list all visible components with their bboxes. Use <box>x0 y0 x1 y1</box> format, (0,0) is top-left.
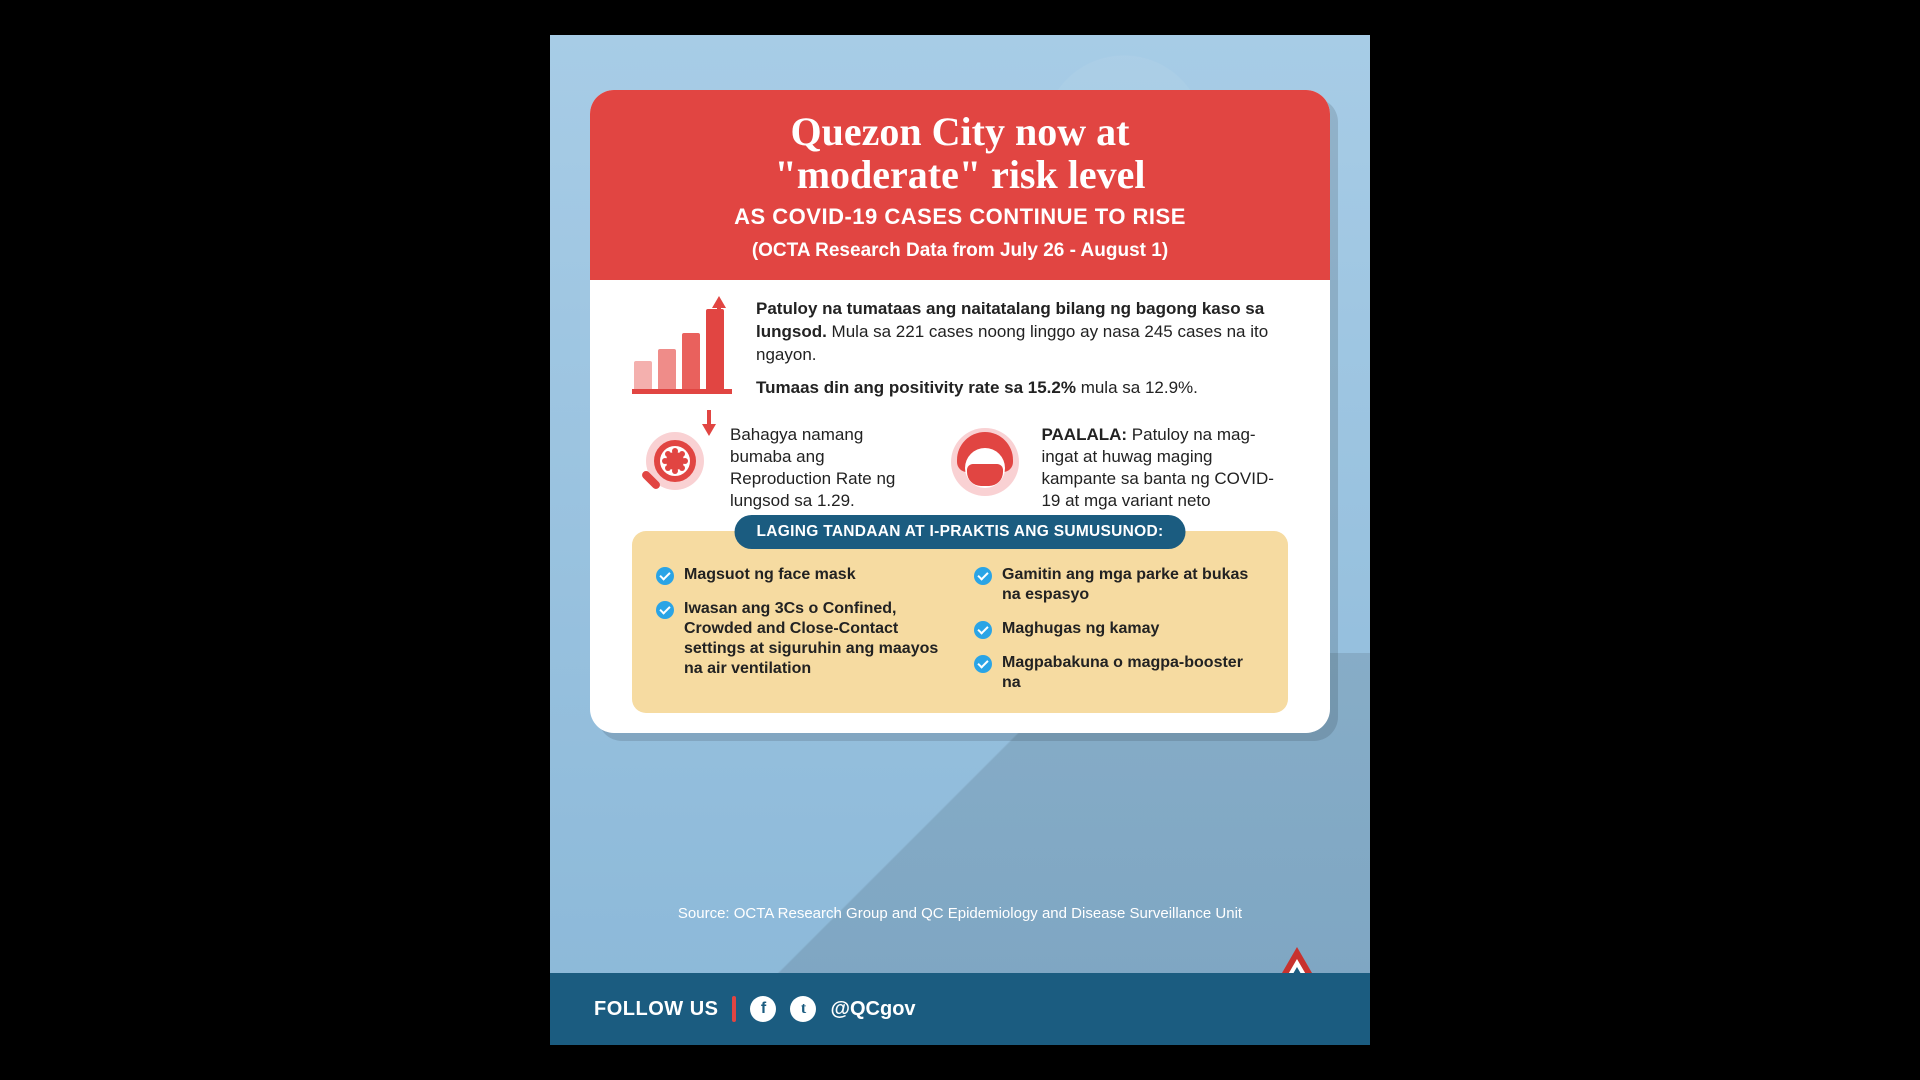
reminder-item: Gamitin ang mga parke at bukas na espasy… <box>974 565 1264 605</box>
reminder-item: Magsuot ng face mask <box>656 565 946 585</box>
header-banner: Quezon City now at "moderate" risk level… <box>590 90 1330 280</box>
masked-face-icon <box>943 424 1027 508</box>
check-icon <box>656 567 674 585</box>
cases-rest: Mula sa 221 cases noong linggo ay nasa 2… <box>756 322 1268 364</box>
rising-bar-chart-icon <box>632 304 732 394</box>
facebook-icon[interactable]: f <box>750 996 776 1022</box>
check-icon <box>974 655 992 673</box>
positivity-bold: Tumaas din ang positivity rate sa 15.2% <box>756 378 1076 397</box>
reminders-grid: Magsuot ng face mask Iwasan ang 3Cs o Co… <box>656 565 1264 693</box>
dateline: (OCTA Research Data from July 26 - Augus… <box>626 240 1294 262</box>
reproduction-cell: Bahagya namang bumaba ang Reproduction R… <box>632 424 921 512</box>
card-body: Patuloy na tumataas ang naitatalang bila… <box>590 280 1330 732</box>
positivity-rest: mula sa 12.9%. <box>1076 378 1198 397</box>
paalala-label: PAALALA: <box>1041 425 1127 444</box>
headline: Quezon City now at "moderate" risk level <box>626 110 1294 196</box>
reminders-col-left: Magsuot ng face mask Iwasan ang 3Cs o Co… <box>656 565 946 693</box>
reproduction-text: Bahagya namang bumaba ang Reproduction R… <box>730 424 921 512</box>
reminder-item: Magpabakuna o magpa-booster na <box>974 653 1264 693</box>
check-icon <box>656 601 674 619</box>
headline-line2: "moderate" risk level <box>775 152 1146 197</box>
cases-text: Patuloy na tumataas ang naitatalang bila… <box>756 298 1288 410</box>
reminders-col-right: Gamitin ang mga parke at bukas na espasy… <box>974 565 1264 693</box>
reminder-cell: PAALALA: Patuloy na mag-ingat at huwag m… <box>943 424 1288 512</box>
check-icon <box>974 567 992 585</box>
subheadline: AS COVID-19 CASES CONTINUE TO RISE <box>626 204 1294 230</box>
reminder-text: Gamitin ang mga parke at bukas na espasy… <box>1002 565 1264 605</box>
check-icon <box>974 621 992 639</box>
reminder-text: Iwasan ang 3Cs o Confined, Crowded and C… <box>684 599 946 679</box>
accent-divider <box>732 996 736 1022</box>
footer-bar: FOLLOW US f t @QCgov <box>550 973 1370 1045</box>
reminders-box: LAGING TANDAAN AT I-PRAKTIS ANG SUMUSUNO… <box>632 531 1288 713</box>
twitter-icon[interactable]: t <box>790 996 816 1022</box>
positivity-para: Tumaas din ang positivity rate sa 15.2% … <box>756 377 1288 400</box>
main-card: Quezon City now at "moderate" risk level… <box>590 90 1330 733</box>
social-handle[interactable]: @QCgov <box>830 998 915 1021</box>
source-line: Source: OCTA Research Group and QC Epide… <box>550 905 1370 922</box>
reminder-item: Maghugas ng kamay <box>974 619 1264 639</box>
reminder-item: Iwasan ang 3Cs o Confined, Crowded and C… <box>656 599 946 679</box>
magnifier-virus-icon <box>632 424 716 508</box>
stat-row-cases: Patuloy na tumataas ang naitatalang bila… <box>632 298 1288 410</box>
reminder-text: Maghugas ng kamay <box>1002 619 1159 639</box>
reminder-text: Magsuot ng face mask <box>684 565 856 585</box>
headline-line1: Quezon City now at <box>791 109 1130 154</box>
paalala-text: PAALALA: Patuloy na mag-ingat at huwag m… <box>1041 424 1288 512</box>
poster-root: Quezon City now at "moderate" risk level… <box>550 35 1370 1045</box>
follow-label: FOLLOW US <box>594 998 718 1021</box>
stat-row-secondary: Bahagya namang bumaba ang Reproduction R… <box>632 424 1288 512</box>
reminders-pill: LAGING TANDAAN AT I-PRAKTIS ANG SUMUSUNO… <box>735 515 1186 549</box>
cases-para: Patuloy na tumataas ang naitatalang bila… <box>756 298 1288 367</box>
reminder-text: Magpabakuna o magpa-booster na <box>1002 653 1264 693</box>
